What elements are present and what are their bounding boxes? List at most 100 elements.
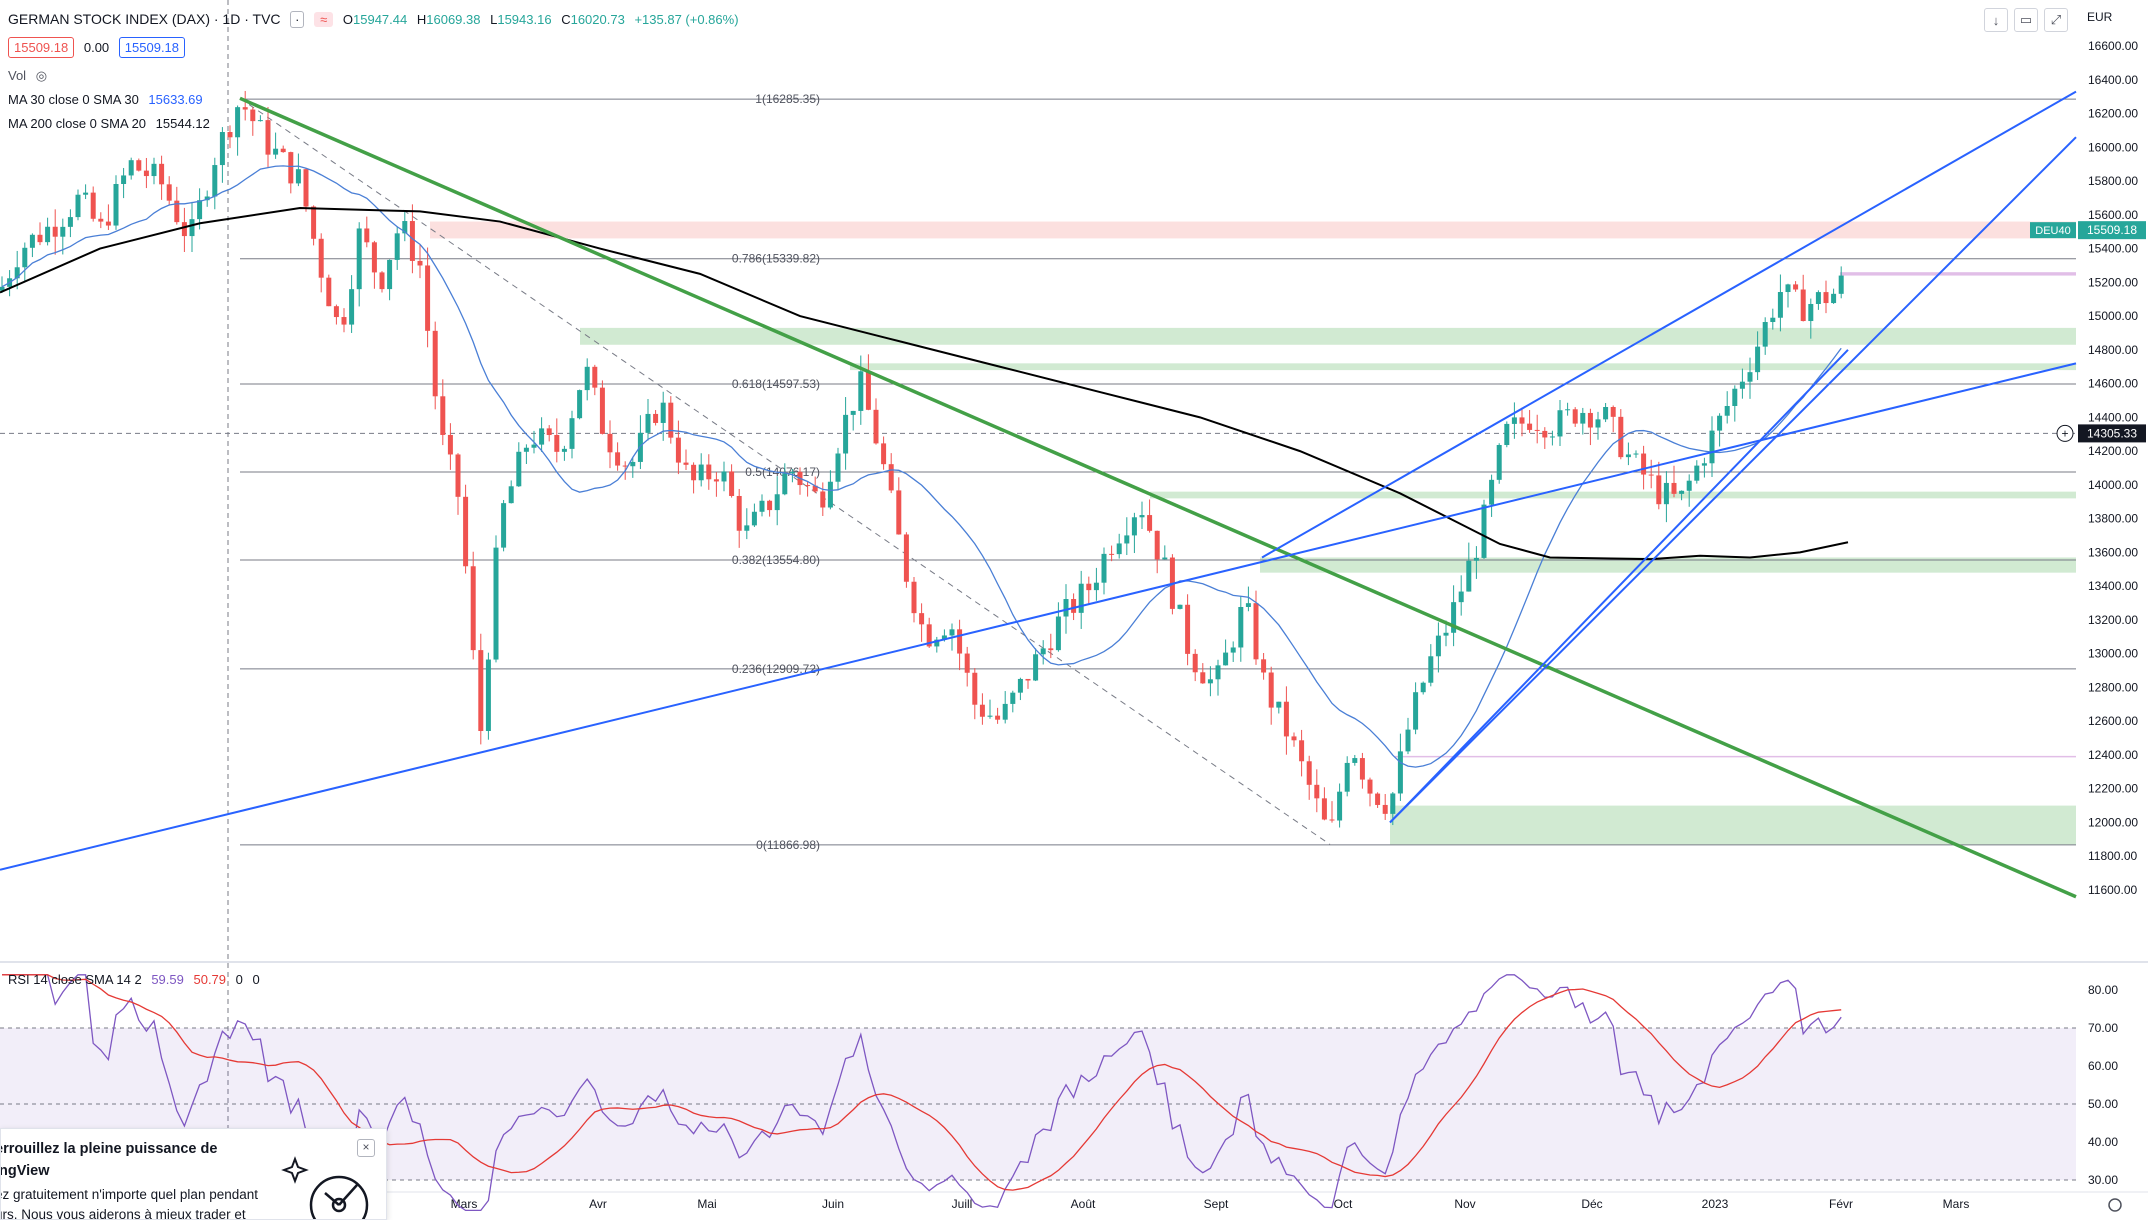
compare-icon[interactable]: ≈ xyxy=(314,12,334,27)
candle-body xyxy=(1382,804,1388,814)
plus-circle-icon[interactable] xyxy=(2056,424,2074,442)
candle-body xyxy=(1124,535,1130,544)
candle-body xyxy=(1511,417,1517,424)
candle-body xyxy=(1359,758,1365,780)
resistance-zone xyxy=(430,221,2076,239)
candle-body xyxy=(463,496,469,567)
candle-body xyxy=(1230,647,1236,653)
candle-body xyxy=(1663,482,1669,505)
ma30-line xyxy=(1,165,1842,768)
candle-body xyxy=(1329,819,1335,821)
ohlc-l-label: L xyxy=(490,12,498,27)
candle-body xyxy=(143,170,149,177)
candle-body xyxy=(341,317,347,325)
candle-body xyxy=(820,491,826,508)
candle-body xyxy=(447,434,453,455)
candle-body xyxy=(1656,475,1662,505)
candle-body xyxy=(1777,292,1783,318)
candle-body xyxy=(493,547,499,660)
candle-body xyxy=(1679,490,1685,494)
candle-body xyxy=(387,259,393,290)
blue-trendline-lower[interactable] xyxy=(0,362,2077,871)
candle-body xyxy=(1785,284,1791,293)
candle-body xyxy=(1352,758,1358,763)
candle-body xyxy=(1390,793,1396,814)
price-axis-label: 15400.00 xyxy=(2088,242,2138,256)
currency-label[interactable]: EUR xyxy=(2087,10,2113,24)
blue-trendline-short[interactable] xyxy=(1389,349,1849,824)
candle-body xyxy=(212,165,218,197)
candle-body xyxy=(1762,322,1768,347)
candle-body xyxy=(90,192,96,219)
candle-body xyxy=(1557,410,1563,437)
candle-body xyxy=(767,500,773,511)
candle-body xyxy=(805,485,811,487)
rsi-value-1: 59.59 xyxy=(151,972,184,987)
candle-body xyxy=(1306,761,1312,785)
candle-body xyxy=(843,414,849,454)
settings-icon[interactable] xyxy=(2108,1198,2122,1212)
candle-body xyxy=(1154,530,1160,560)
collapse-icon[interactable]: ▭ xyxy=(2014,8,2038,32)
candle-body xyxy=(326,277,332,307)
ma200-value: 15544.12 xyxy=(155,116,210,131)
support-zone-2 xyxy=(850,363,2076,371)
blue-channel-lower[interactable] xyxy=(1389,136,2077,824)
candle-body xyxy=(1838,275,1844,294)
candle-body xyxy=(166,184,172,201)
candle-body xyxy=(653,413,659,423)
rsi-axis-label: 70.00 xyxy=(2088,1021,2118,1035)
price-axis-label: 15800.00 xyxy=(2088,174,2138,188)
candle-body xyxy=(782,473,788,495)
candle-body xyxy=(1033,654,1039,681)
time-axis-label: Mars xyxy=(451,1197,478,1211)
eye-off-icon[interactable]: ◎ xyxy=(35,68,48,83)
candle-body xyxy=(1648,474,1654,476)
green-trendline[interactable] xyxy=(239,96,2077,899)
candle-body xyxy=(1139,515,1145,518)
candle-body xyxy=(546,428,552,436)
candle-body xyxy=(197,200,203,220)
support-zone-4 xyxy=(1260,557,2076,573)
candle-body xyxy=(1504,423,1510,446)
candle-body xyxy=(812,485,818,492)
rsi-axis-label: 60.00 xyxy=(2088,1059,2118,1073)
candle-body xyxy=(1200,672,1206,684)
time-axis-label: Déc xyxy=(1581,1197,1602,1211)
down-arrow-icon[interactable]: ↓ xyxy=(1984,8,2008,32)
price-axis-label: 13600.00 xyxy=(2088,545,2138,559)
candle-body xyxy=(1261,659,1267,673)
market-status-icon[interactable]: · xyxy=(290,11,305,28)
time-axis-label: Oct xyxy=(1334,1197,1353,1211)
blue-channel-upper[interactable] xyxy=(1261,90,2077,559)
candle-body xyxy=(409,221,415,261)
candle-body xyxy=(1831,293,1837,304)
ohlc-l: 15943.16 xyxy=(497,12,552,27)
candle-body xyxy=(1755,346,1761,373)
candle-body xyxy=(1405,729,1411,752)
candle-body xyxy=(881,443,887,465)
candle-body xyxy=(531,444,537,448)
close-icon[interactable]: × xyxy=(357,1139,375,1157)
candle-body xyxy=(835,453,841,482)
price-axis-label: 14000.00 xyxy=(2088,478,2138,492)
candle-body xyxy=(554,435,560,452)
candle-body xyxy=(1397,751,1403,794)
ask-price-box[interactable]: 15509.18 xyxy=(118,37,186,58)
candle-body xyxy=(721,471,727,482)
expand-icon[interactable]: ⤢ xyxy=(2044,8,2068,32)
fib-level-label: 0.786(15339.82) xyxy=(732,252,820,266)
candle-body xyxy=(1192,653,1198,673)
time-axis-label: Août xyxy=(1071,1197,1096,1211)
candle-body xyxy=(713,479,719,482)
candle-body xyxy=(1823,292,1829,304)
rsi-label: RSI 14 close SMA 14 2 xyxy=(8,972,142,987)
candle-body xyxy=(645,413,651,433)
rsi-axis-label: 50.00 xyxy=(2088,1097,2118,1111)
crosshair-price-bg xyxy=(2078,424,2146,443)
candle-body xyxy=(987,715,993,717)
ma30-value: 15633.69 xyxy=(148,92,203,107)
candle-body xyxy=(1534,429,1540,431)
bid-price-box[interactable]: 15509.18 xyxy=(8,37,75,58)
